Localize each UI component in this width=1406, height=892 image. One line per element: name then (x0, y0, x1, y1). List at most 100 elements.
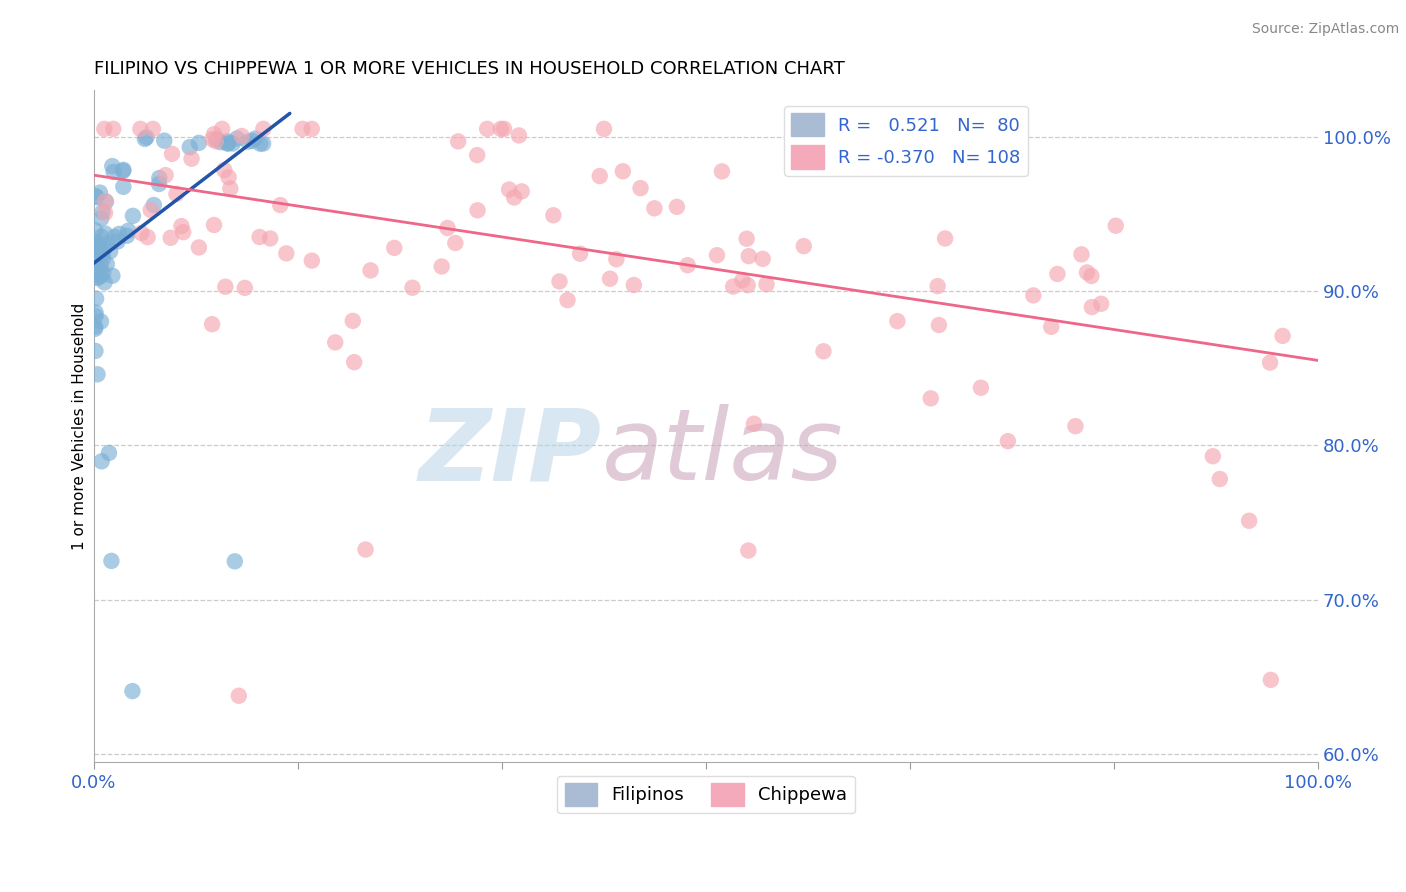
Point (593, 121, 616, 136)
Point (84, 223, 107, 237)
Point (623, 278, 645, 293)
Point (112, 164, 135, 178)
Point (148, 171, 170, 186)
Point (84, 305, 107, 319)
Point (187, 240, 209, 254)
Point (217, 136, 239, 151)
Point (172, 225, 194, 239)
Point (997, 434, 1019, 449)
Point (148, 177, 170, 191)
Point (224, 554, 246, 568)
Point (221, 136, 243, 151)
Point (737, 278, 759, 293)
Point (557, 293, 579, 307)
Point (84, 254, 107, 268)
Point (217, 135, 239, 149)
Point (731, 273, 754, 287)
Point (569, 246, 592, 260)
Point (245, 131, 267, 145)
Point (122, 209, 145, 223)
Point (630, 181, 652, 195)
Point (86, 260, 108, 275)
Text: ZIP: ZIP (419, 404, 602, 501)
Point (90, 211, 112, 226)
Point (233, 281, 256, 295)
Point (165, 187, 187, 202)
Point (218, 170, 240, 185)
Point (735, 232, 758, 246)
Point (301, 253, 323, 268)
Point (354, 542, 377, 557)
Point (1105, 219, 1128, 233)
Point (721, 279, 744, 293)
Point (86, 264, 108, 278)
Point (249, 230, 271, 244)
Point (1202, 449, 1225, 463)
Point (737, 543, 759, 558)
Point (94, 194, 117, 209)
Point (159, 231, 181, 245)
Point (86, 368, 108, 382)
Point (1271, 329, 1294, 343)
Point (98, 244, 121, 259)
Point (231, 128, 253, 143)
Point (94, 194, 117, 209)
Point (202, 218, 225, 232)
Point (755, 277, 778, 292)
Point (214, 279, 236, 293)
Point (90, 258, 112, 272)
Point (226, 131, 249, 145)
Point (84, 250, 107, 264)
Point (91, 204, 114, 219)
Point (91, 252, 114, 266)
Point (475, 121, 498, 136)
Point (89, 246, 111, 260)
Point (93, 276, 115, 290)
Point (1046, 267, 1069, 281)
Point (751, 252, 773, 266)
Text: atlas: atlas (602, 404, 844, 501)
Point (84, 292, 107, 306)
Point (90, 314, 112, 328)
Point (1260, 673, 1282, 687)
Point (205, 134, 228, 148)
Point (291, 121, 314, 136)
Point (742, 417, 765, 431)
Point (360, 263, 382, 277)
Point (498, 183, 520, 197)
Point (86, 270, 108, 285)
Point (180, 152, 202, 166)
Point (170, 219, 193, 233)
Point (710, 164, 733, 178)
Point (187, 136, 209, 150)
Point (84, 189, 107, 203)
Point (343, 355, 366, 369)
Point (252, 121, 274, 136)
Text: FILIPINO VS CHIPPEWA 1 OR MORE VEHICLES IN HOUSEHOLD CORRELATION CHART: FILIPINO VS CHIPPEWA 1 OR MORE VEHICLES … (94, 60, 845, 78)
Point (108, 227, 131, 241)
Point (115, 228, 138, 243)
Point (201, 132, 224, 146)
Point (142, 121, 165, 136)
Point (643, 202, 665, 216)
Point (112, 179, 135, 194)
Point (1070, 247, 1092, 261)
Point (205, 132, 228, 146)
Point (323, 335, 346, 350)
Point (249, 136, 271, 151)
Point (444, 235, 467, 250)
Point (510, 185, 533, 199)
Point (436, 221, 458, 235)
Point (117, 224, 139, 238)
Point (89, 186, 111, 200)
Point (155, 168, 177, 182)
Point (131, 226, 153, 240)
Point (91, 266, 114, 280)
Point (211, 121, 233, 136)
Point (301, 121, 323, 136)
Point (236, 135, 259, 149)
Point (219, 181, 242, 195)
Point (612, 164, 634, 178)
Point (96, 236, 118, 251)
Text: Source: ZipAtlas.com: Source: ZipAtlas.com (1251, 22, 1399, 37)
